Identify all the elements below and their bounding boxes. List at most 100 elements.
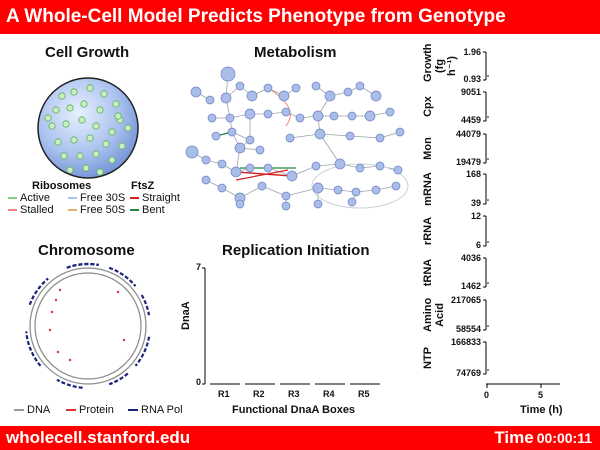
legend-item-stalled: Stalled — [8, 204, 54, 216]
legend-item-straight: Straight — [130, 192, 180, 204]
legend-label: DNA — [27, 404, 51, 416]
metabolite-node — [312, 182, 324, 194]
ts-panel-label: Mon — [422, 137, 434, 160]
legend-label: Free 30S — [80, 192, 126, 204]
protein-mark — [58, 288, 62, 292]
ts-panel-label: Growth (fg h⁻¹) — [422, 43, 458, 83]
metabolite-node — [246, 90, 258, 102]
footer-url[interactable]: wholecell.stanford.edu — [6, 428, 191, 447]
metabolite-node — [371, 185, 381, 195]
metabolite-node — [343, 87, 353, 97]
metabolite-node — [324, 90, 336, 102]
legend-item-active: Active — [8, 192, 50, 204]
ts-panel-label: tRNA — [422, 258, 434, 287]
legend-label: Straight — [142, 192, 180, 204]
flux-pink-edge — [267, 87, 291, 127]
legend-swatch — [130, 209, 139, 212]
metabolite-node — [355, 163, 365, 173]
box-label-r1: R1 — [218, 389, 230, 399]
ts-bottom-value: 1462 — [460, 281, 481, 291]
metabolite-node — [375, 161, 385, 171]
time-label: Time — [494, 428, 534, 447]
rna-polymerase-marks — [25, 262, 151, 389]
legend-item-bent: Bent — [130, 204, 165, 216]
metabolite-node — [314, 128, 326, 140]
replication-x-label: Functional DnaA Boxes — [232, 404, 356, 416]
legend-swatch — [128, 409, 138, 412]
ts-bottom-value: 4459 — [460, 115, 481, 125]
chromosome-legend-protein: Protein — [66, 404, 114, 416]
metabolite-node — [190, 86, 202, 98]
metabolite-node — [255, 145, 265, 155]
metabolite-node — [207, 113, 217, 123]
legend-label: Active — [20, 192, 50, 204]
footer-banner: wholecell.stanford.edu Time 00:00:11 — [0, 426, 600, 450]
ribosome-dot — [92, 150, 100, 158]
ribosome-dot — [70, 136, 78, 144]
metabolite-node — [244, 108, 256, 120]
time-x-label: Time (h) — [520, 404, 563, 416]
metabolite-node — [329, 111, 339, 121]
chromosome-title: Chromosome — [38, 242, 135, 259]
ribosome-dot — [108, 156, 116, 164]
ts-top-value: 44079 — [455, 129, 481, 139]
ts-top-value: 4036 — [460, 253, 481, 263]
legend-label: Bent — [142, 204, 165, 216]
replication-ytick-top-label: 7 — [196, 262, 202, 272]
ts-data-point — [487, 199, 489, 201]
protein-mark — [48, 328, 52, 332]
ts-data-point — [487, 282, 489, 284]
ts-panel-label: Amino Acid — [422, 297, 446, 332]
chromosome-legend-dna: DNA — [14, 404, 50, 416]
ts-top-value: 9051 — [460, 87, 481, 97]
metabolite-node — [278, 90, 290, 102]
metabolite-node — [201, 155, 211, 165]
ribosome-dots — [44, 84, 132, 176]
metabolite-node — [281, 107, 291, 117]
ribosome-dot — [70, 88, 78, 96]
legend-item-free-50s: Free 50S — [68, 204, 125, 216]
ts-bottom-value: 74769 — [455, 368, 481, 378]
protein-mark — [116, 290, 120, 294]
metabolite-node — [364, 110, 376, 122]
flux-red-edge — [235, 169, 289, 181]
metabolite-node — [245, 135, 255, 145]
ts-bottom-value: 39 — [470, 198, 481, 208]
metabolite-node — [220, 66, 236, 82]
header-banner: A Whole-Cell Model Predicts Phenotype fr… — [0, 0, 600, 34]
ts-bottom-value: 0.93 — [463, 74, 481, 84]
chromosome-outer-strand — [29, 267, 147, 385]
metabolite-node — [220, 92, 232, 104]
rna-pol-arc — [28, 277, 49, 306]
metabolite-node — [285, 133, 295, 143]
metabolite-node — [263, 163, 273, 173]
legend-swatch — [8, 209, 17, 212]
replication-ytick-bottom-label: 0 — [196, 377, 202, 387]
chromosome-inner-strand — [34, 272, 142, 380]
legend-label: Protein — [79, 404, 114, 416]
chromosome-legend-rna-pol: RNA Pol — [128, 404, 183, 416]
page-title: A Whole-Cell Model Predicts Phenotype fr… — [6, 6, 506, 27]
footer-time: Time 00:00:11 — [494, 428, 592, 448]
protein-mark — [54, 298, 58, 302]
box-label-r5: R5 — [358, 389, 370, 399]
ribosome-dot — [66, 104, 74, 112]
ts-data-point — [487, 325, 489, 327]
ts-bottom-value: 19479 — [455, 157, 481, 167]
legend-swatch — [68, 209, 77, 212]
metabolite-node — [291, 83, 301, 93]
protein-marks — [48, 288, 126, 362]
ts-top-value: 166833 — [450, 337, 481, 347]
box-label-r2: R2 — [253, 389, 265, 399]
ts-panel-label: NTP — [422, 347, 434, 369]
ribosome-dot — [58, 92, 66, 100]
metabolite-node — [391, 181, 401, 191]
ribosome-dot — [118, 142, 126, 150]
metabolite-node — [370, 90, 382, 102]
legend-swatch — [130, 197, 139, 200]
ts-bottom-value: 6 — [475, 240, 481, 250]
ribosome-dot — [62, 120, 70, 128]
